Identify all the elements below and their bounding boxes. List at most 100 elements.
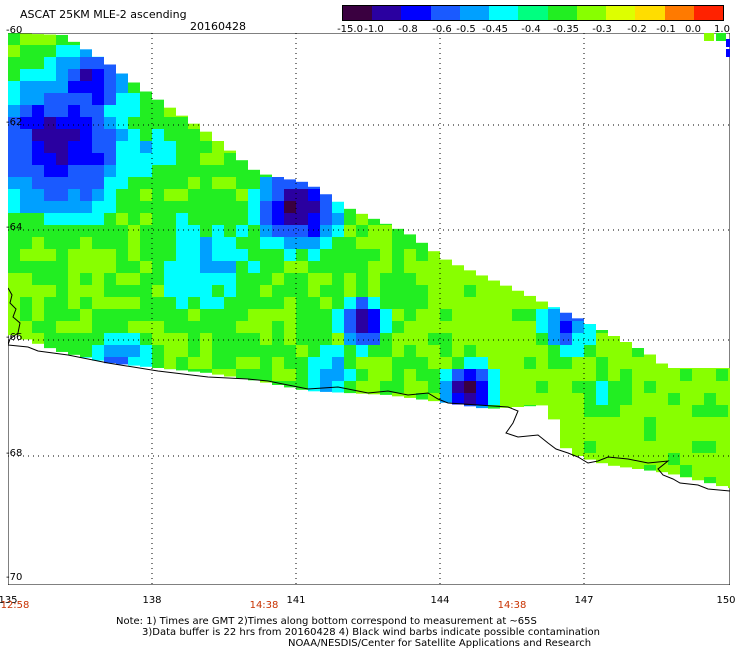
swath-cell (728, 417, 730, 429)
swath-cell (44, 153, 56, 165)
swath-cell (224, 333, 236, 345)
swath-cell (128, 273, 140, 285)
swath-cell (308, 381, 320, 392)
swath-cell (224, 273, 236, 285)
swath-cell (236, 237, 248, 249)
swath-cell (56, 153, 68, 165)
swath-cell (44, 201, 56, 213)
swath-cell (56, 261, 68, 273)
swath-cell (32, 237, 44, 249)
swath-cell (644, 429, 656, 441)
swath-cell (356, 237, 368, 249)
swath-cell (440, 369, 452, 381)
swath-cell (548, 393, 560, 405)
swath-cell (44, 237, 56, 249)
colorbar-segment (664, 6, 695, 20)
swath-cell (452, 357, 464, 369)
swath-cell (224, 177, 236, 189)
swath-cell (536, 333, 548, 345)
swath-cell (44, 273, 56, 285)
swath-cell (560, 405, 572, 417)
swath-cell (152, 309, 164, 321)
colorbar-label: -0.1 (656, 24, 676, 35)
swath-cell (92, 189, 104, 201)
swath-cell (356, 249, 368, 261)
swath-cell (248, 297, 260, 309)
swath-cell (548, 333, 560, 345)
swath-cell (716, 465, 728, 477)
swath-cell (128, 165, 140, 177)
swath-cell (332, 369, 344, 381)
swath-cell (188, 201, 200, 213)
swath-cell (416, 381, 428, 393)
swath-cell (296, 345, 308, 357)
colorbar-segment (343, 6, 373, 20)
swath-cell (668, 393, 680, 405)
swath-cell (692, 441, 704, 453)
ascat-swath (8, 33, 730, 488)
swath-cell (236, 285, 248, 297)
swath-cell (56, 225, 68, 237)
swath-cell (284, 285, 296, 297)
swath-cell (164, 225, 176, 237)
swath-cell (260, 333, 272, 345)
swath-cell (272, 177, 284, 189)
swath-cell (56, 117, 68, 129)
swath-cell (728, 429, 730, 441)
map-plot (8, 33, 730, 585)
swath-cell (176, 285, 188, 297)
swath-cell (416, 309, 428, 321)
swath-cell (572, 381, 584, 393)
swath-cell (452, 285, 464, 297)
swath-cell (368, 225, 380, 237)
swath-cell (452, 297, 464, 309)
swath-cell (500, 369, 512, 381)
swath-cell (80, 309, 92, 321)
swath-cell (164, 117, 176, 129)
lat-label: -66 (6, 332, 23, 343)
swath-cell (104, 189, 116, 201)
swath-cell (68, 333, 80, 345)
swath-cell (728, 465, 730, 477)
swath-cell (404, 369, 416, 381)
swath-cell (512, 381, 524, 393)
swath-cell (128, 333, 140, 345)
swath-cell (188, 237, 200, 249)
swath-cell (128, 285, 140, 297)
swath-cell (608, 393, 620, 405)
swath-cell (8, 105, 20, 117)
swath-cell (20, 105, 32, 117)
swath-cell (260, 321, 272, 333)
swath-cell (56, 93, 68, 105)
note-line-2: 3)Data buffer is 22 hrs from 20160428 4)… (142, 627, 600, 638)
swath-cell (356, 357, 368, 369)
swath-cell (8, 213, 20, 225)
swath-cell (152, 273, 164, 285)
coastline-path (8, 287, 730, 492)
swath-cell (248, 273, 260, 285)
swath-cell (68, 249, 80, 261)
swath-cell (44, 345, 56, 349)
swath-cell (20, 213, 32, 225)
swath-cell (452, 381, 464, 393)
swath-cell (80, 225, 92, 237)
swath-cell (260, 297, 272, 309)
swath-cell (68, 141, 80, 153)
swath-cell (704, 405, 716, 417)
swath-cell (284, 273, 296, 285)
swath-cell (296, 297, 308, 309)
swath-cell (32, 285, 44, 297)
swath-cell (596, 441, 608, 453)
swath-cell (56, 237, 68, 249)
swath-cell (152, 249, 164, 261)
colorbar-label: -0.3 (592, 24, 612, 35)
swath-cell (56, 297, 68, 309)
swath-cell (332, 297, 344, 309)
swath-cell (644, 417, 656, 429)
swath-cell (68, 309, 80, 321)
swath-cell (8, 45, 20, 57)
swath-cell (572, 393, 584, 405)
swath-cell (152, 237, 164, 249)
swath-cell (128, 105, 140, 117)
colorbar-label: 1.0 (714, 24, 730, 35)
